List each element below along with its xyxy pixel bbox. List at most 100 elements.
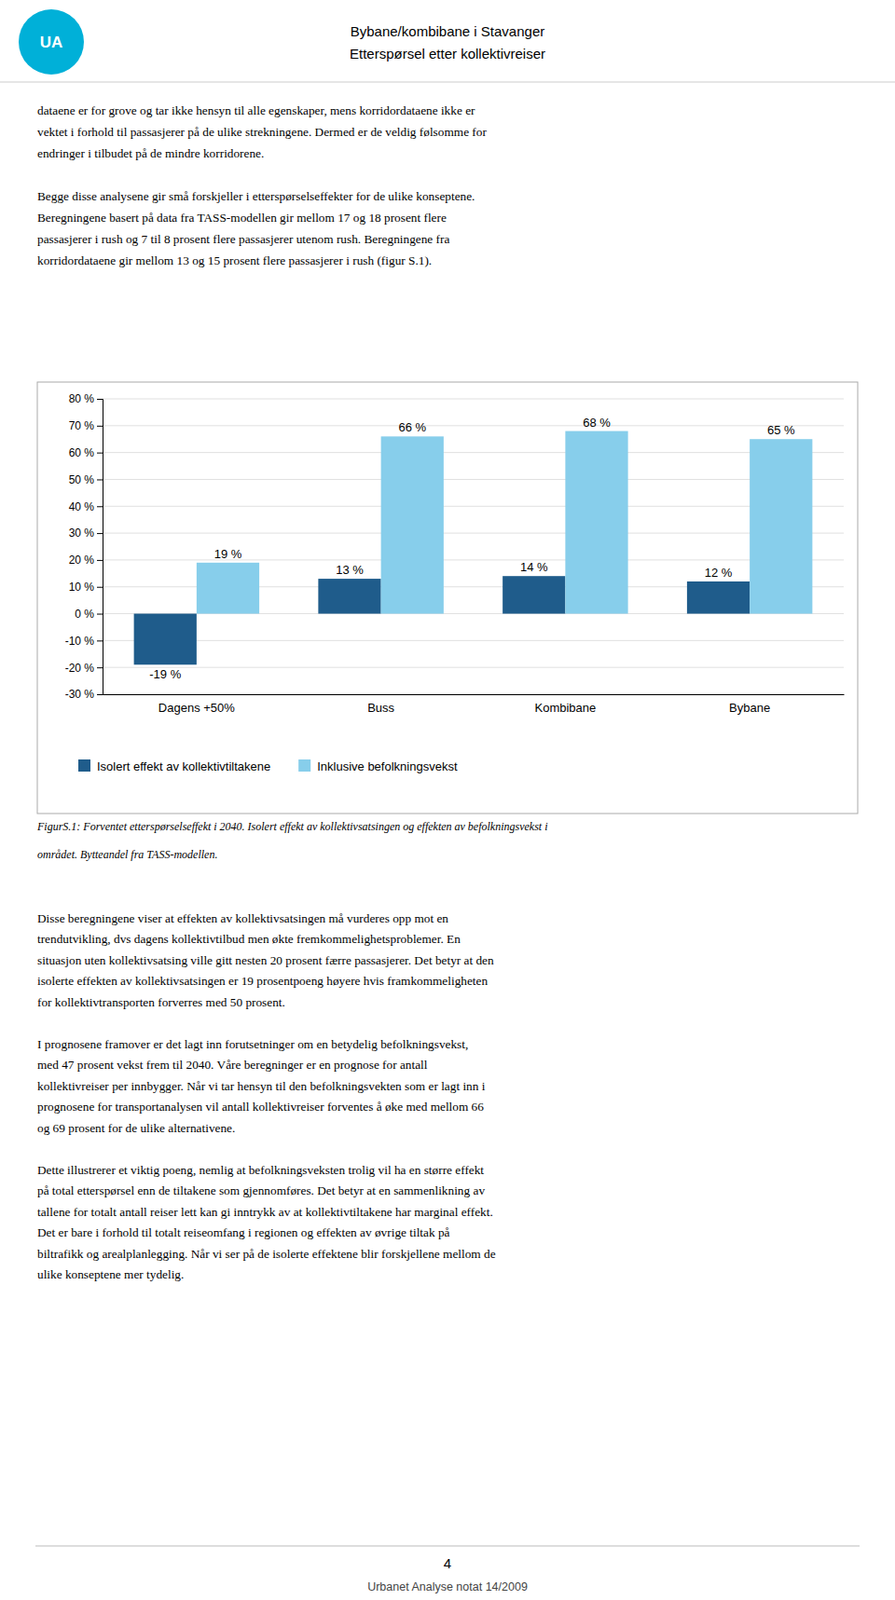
bar: [317, 578, 381, 614]
x-axis: Dagens +50%BussKombibaneBybane: [103, 695, 845, 716]
paragraph-line: endringer i tilbudet på de mindre korrid…: [37, 146, 264, 161]
grid-line: [102, 399, 844, 400]
data-label: 14 %: [520, 560, 549, 575]
body-text: Disse beregningene viser at effekten av …: [37, 911, 496, 1283]
legend-swatch: [78, 759, 91, 772]
data-label: 19 %: [214, 547, 243, 562]
y-tick-label: -20 %: [65, 661, 96, 675]
caption-line: FigurS.1: Forventet etterspørselseffekt …: [36, 820, 549, 834]
paragraph-line: med 47 prosent vekst frem til 2040. Våre…: [37, 1058, 428, 1073]
intro-text: dataene er for grove og tar ikke hensyn …: [37, 103, 487, 268]
data-label: 12 %: [704, 565, 733, 580]
legend-swatch: [298, 759, 311, 772]
y-tick-label: 70 %: [68, 419, 96, 433]
x-tick-label: Buss: [367, 701, 395, 716]
legend-item: Inklusive befolkningsvekst: [298, 759, 458, 774]
bar: [502, 576, 565, 614]
caption-line: området. Bytteandel fra TASS-modellen.: [37, 848, 218, 862]
bars: [134, 431, 813, 666]
y-tick-mark: [96, 640, 103, 642]
paragraph-line: prognosene for transportanalysen vil ant…: [37, 1100, 484, 1115]
paragraph-line: på total etterspørsel enn de tiltakene s…: [37, 1184, 485, 1198]
y-tick: 70 %: [68, 419, 103, 433]
bar: [564, 431, 628, 615]
x-tick-label: Kombibane: [534, 701, 596, 716]
legend-label: Inklusive befolkningsvekst: [316, 759, 458, 774]
y-tick-label: 20 %: [68, 553, 96, 567]
paragraph-line: Beregningene basert på data fra TASS-mod…: [37, 210, 447, 225]
page-number: 4: [443, 1555, 452, 1572]
paragraph-line: Begge disse analysene gir små forskjelle…: [37, 189, 475, 204]
bar: [134, 614, 197, 666]
caption: FigurS.1: Forventet etterspørselseffekt …: [36, 820, 549, 862]
data-label: 66 %: [398, 420, 427, 435]
y-tick-mark: [96, 560, 103, 562]
y-tick-label: 30 %: [68, 526, 96, 540]
header-rule: [0, 82, 895, 83]
legend-label: Isolert effekt av kollektivtiltakene: [96, 759, 271, 774]
legend: Isolert effekt av kollektivtiltakene Inkl…: [78, 759, 458, 774]
page-title: Bybane/kombibane i Stavanger: [350, 23, 545, 40]
footer-label: Urbanet Analyse notat 14/2009: [367, 1581, 528, 1595]
paragraph-line: kollektivreiser per innbygger. Når vi ta…: [37, 1079, 486, 1094]
paragraph-line: I prognosene framover er det lagt inn fo…: [37, 1037, 469, 1052]
grid: [102, 399, 844, 695]
y-tick: 20 %: [68, 553, 103, 567]
footer-rule: [35, 1546, 860, 1548]
y-tick-mark: [96, 614, 103, 616]
paragraph-line: for kollektivtransporten forverres med 5…: [37, 995, 286, 1010]
y-tick: 50 %: [68, 473, 103, 487]
bar: [749, 439, 813, 614]
y-tick: 80 %: [68, 392, 103, 406]
paragraph-line: Dette illustrerer et viktig poeng, nemli…: [37, 1163, 484, 1178]
paragraph-line: korridordataene gir mellom 13 og 15 pros…: [37, 253, 432, 268]
y-tick-label: -10 %: [65, 634, 96, 648]
y-tick-label: 10 %: [68, 580, 96, 594]
x-axis-line: [103, 694, 845, 696]
y-tick: 60 %: [68, 446, 103, 460]
y-tick-label: 60 %: [68, 446, 96, 460]
y-tick-label: -30 %: [65, 688, 96, 702]
grid-line: [102, 506, 844, 508]
grid-line: [102, 667, 844, 669]
header: UABybane/kombibane i StavangerEtterspørs…: [0, 9, 895, 83]
paragraph-line: biltrafikk og arealplanlegging. Når vi s…: [37, 1247, 496, 1262]
x-tick: Kombibane: [534, 701, 596, 716]
data-label: -19 %: [149, 667, 181, 682]
y-tick-mark: [96, 426, 103, 427]
y-tick-mark: [96, 533, 103, 535]
y-tick-label: 40 %: [68, 500, 96, 514]
y-tick-mark: [96, 506, 103, 508]
grid-line: [102, 640, 844, 642]
paragraph-line: passasjerer i rush og 7 til 8 prosent fl…: [37, 232, 450, 247]
data-label: 65 %: [767, 423, 796, 438]
legend-item: Isolert effekt av kollektivtiltakene: [78, 759, 271, 774]
x-tick: Dagens +50%: [158, 701, 235, 716]
grid-line: [102, 425, 844, 427]
data-label: 13 %: [335, 563, 364, 578]
paragraph-line: og 69 prosent for de ulike alternativene…: [37, 1121, 235, 1136]
paragraph-line: dataene er for grove og tar ikke hensyn …: [37, 103, 476, 118]
y-tick: -20 %: [65, 661, 103, 675]
y-tick-mark: [96, 479, 103, 481]
x-tick: Buss: [367, 701, 395, 716]
y-tick: -30 %: [65, 688, 103, 702]
paragraph-line: tallene for totalt antall reiser lett ka…: [37, 1205, 494, 1220]
page: UABybane/kombibane i StavangerEtterspørs…: [0, 0, 895, 1600]
y-tick-mark: [96, 399, 103, 400]
grid-line: [102, 479, 844, 481]
y-tick-mark: [96, 694, 103, 696]
y-tick-mark: [96, 667, 103, 669]
paragraph-line: Disse beregningene viser at effekten av …: [37, 911, 449, 926]
paragraph-line: isolerte effekten av kollektivsatsingen …: [37, 974, 488, 989]
logo-label: UA: [40, 33, 64, 52]
logo-circle: [18, 9, 84, 75]
y-tick: 0 %: [74, 607, 103, 621]
bar: [381, 436, 444, 614]
data-labels: -19 %13 %14 %12 %19 %66 %68 %65 %: [149, 415, 796, 682]
y-tick-label: 80 %: [68, 392, 96, 406]
footer: 4 Urbanet Analyse notat 14/2009: [35, 1546, 860, 1595]
x-tick-label: Dagens +50%: [158, 701, 235, 716]
y-axis: -30 % -20 % -10 % 0 % 10 % 20 % 30 % 40 % 50 % 60…: [65, 392, 104, 702]
chart: -30 % -20 % -10 % 0 % 10 % 20 % 30 % 40 % 50 % 60…: [65, 392, 845, 716]
